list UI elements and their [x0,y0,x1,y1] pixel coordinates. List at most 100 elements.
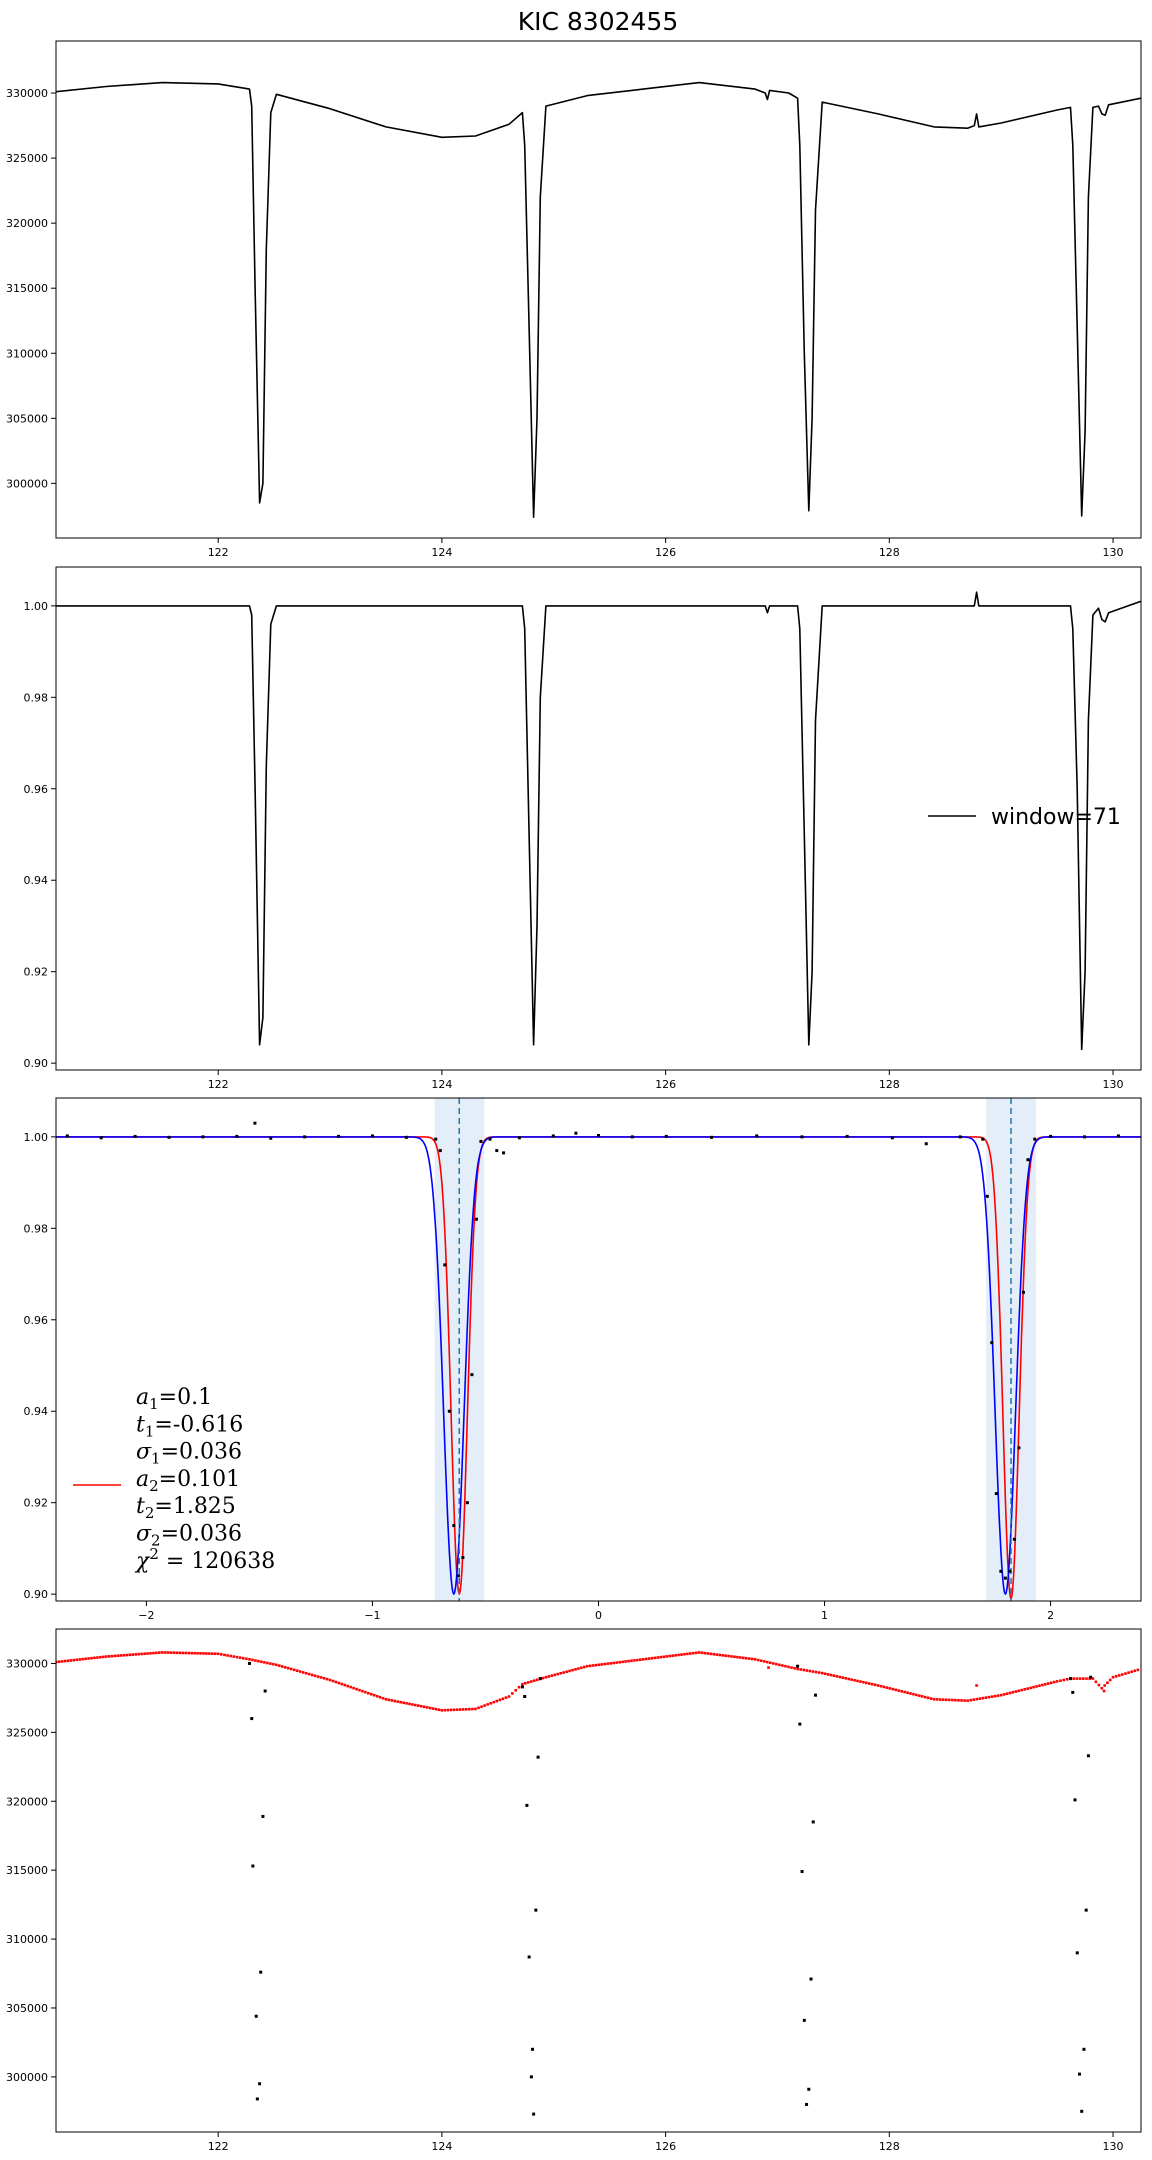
baseline-point [832,1674,836,1678]
raw-flux-panel: 122 124 126 128 130 300000 305000 310000 315000 3… [6,40,1142,559]
baseline-point [574,1668,577,1671]
baseline-point [659,1655,663,1659]
baseline-point [1117,1674,1121,1677]
baseline-point [364,1690,367,1694]
baseline-point [110,1654,114,1658]
baseline-point [369,1692,373,1696]
baseline-point [452,1708,456,1712]
baseline-point [1075,1677,1079,1680]
baseline-point [419,1704,423,1708]
baseline-point [900,1690,903,1693]
baseline-point [671,1654,674,1657]
baseline-point [134,1653,138,1656]
baseline-point [781,1664,784,1667]
baseline-point [703,1651,707,1655]
data-point [1082,1135,1086,1139]
baseline-point [116,1654,120,1657]
x-tick-label: 122 [208,1078,229,1091]
eclipse-point [250,1717,254,1721]
eclipse-point [1071,1690,1075,1694]
baseline-point [820,1671,824,1675]
y-tick-label: 310000 [6,347,48,360]
baseline-point [417,1704,420,1707]
fit-parameter-line: χ2 = 120638 [134,1545,275,1574]
baseline-point [935,1698,939,1701]
baseline-point [993,1694,997,1698]
data-point [1021,1290,1025,1294]
data-point [438,1149,442,1153]
baseline-point [712,1652,716,1656]
x-tick-label: −2 [138,1609,154,1622]
data-point [710,1135,714,1139]
data-point [474,1217,478,1221]
baseline-point [122,1653,126,1657]
baseline-point [862,1680,865,1684]
baseline-point [571,1668,574,1672]
baseline-point [1020,1688,1024,1692]
data-point [1008,1569,1012,1573]
fit-parameter-line: σ1=0.036 [136,1440,242,1468]
baseline-point [96,1656,99,1659]
data-point [1026,1158,1030,1162]
eclipse-point [1073,1798,1077,1802]
eclipse-point [1069,1677,1073,1681]
baseline-point [1049,1681,1053,1685]
baseline-point [835,1675,839,1678]
baseline-point [870,1682,874,1686]
baseline-point [568,1669,571,1673]
baseline-point [396,1700,400,1703]
baseline-point [588,1664,592,1668]
baseline-point [850,1678,853,1681]
eclipse-point [807,2087,811,2091]
baseline-point [647,1657,651,1660]
data-point [800,1135,804,1139]
baseline-point [975,1697,979,1701]
baseline-point [814,1670,818,1674]
x-tick-label: 126 [655,546,676,559]
baseline-point [603,1662,607,1666]
baseline-point [205,1652,208,1655]
baseline-point [838,1675,842,1679]
baseline-point [926,1696,930,1700]
baseline-point [580,1666,583,1670]
baseline-point [636,1658,639,1662]
baseline-point [367,1691,370,1695]
baseline-point [793,1666,796,1670]
baseline-point [747,1657,751,1660]
baseline-point [483,1704,486,1707]
baseline-point [160,1651,164,1654]
baseline-point [744,1656,748,1660]
baseline-point [411,1703,414,1706]
baseline-point [750,1657,754,1661]
baseline-point [163,1651,167,1654]
baseline-point [390,1699,394,1702]
baseline-point [1008,1691,1012,1695]
baseline-point [641,1658,645,1661]
baseline-point [694,1651,698,1655]
baseline-point [906,1691,909,1695]
data-point [65,1134,69,1138]
baseline-point [999,1693,1003,1697]
y-tick-label: 0.96 [24,1314,49,1327]
y-tick-label: 315000 [6,282,48,295]
baseline-point [60,1660,64,1663]
baseline-point [495,1699,499,1703]
x-tick-label: 122 [208,546,229,559]
baseline-point [1097,1683,1101,1687]
baseline-point [903,1690,906,1694]
eclipse-point [532,2112,536,2116]
eclipse-point [520,1685,524,1689]
baseline-point [802,1668,806,1672]
baseline-point [405,1702,408,1705]
baseline-point [686,1652,689,1656]
baseline-point [811,1670,815,1673]
y-tick-label: 0.92 [24,1497,49,1510]
baseline-point [1085,1677,1088,1680]
baseline-point [753,1658,757,1661]
baseline-point [609,1662,613,1665]
baseline-point [1005,1692,1009,1695]
baseline-point [90,1656,93,1660]
baseline-point [281,1665,284,1668]
baseline-point [624,1660,627,1663]
data-point [235,1134,239,1138]
